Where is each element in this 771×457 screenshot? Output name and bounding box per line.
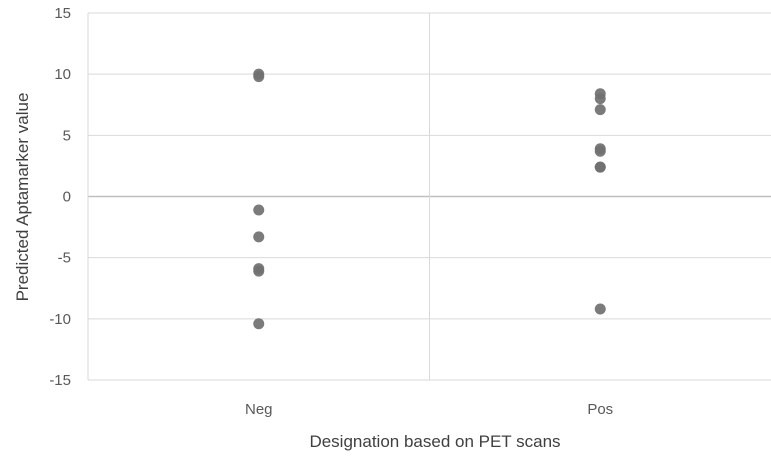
data-points xyxy=(253,68,606,330)
y-tick-label: 5 xyxy=(63,127,71,144)
data-point-pos xyxy=(594,161,606,173)
y-tick-label: -5 xyxy=(58,250,71,267)
data-point-neg xyxy=(253,231,265,243)
data-point-neg xyxy=(253,265,265,277)
y-tick-label: 0 xyxy=(63,189,71,206)
y-tick-label: -15 xyxy=(49,372,71,389)
x-tick-label: Pos xyxy=(587,401,613,418)
data-point-neg xyxy=(253,318,265,330)
data-point-neg xyxy=(253,71,265,83)
y-tick-label: -10 xyxy=(49,311,71,328)
data-point-pos xyxy=(594,104,606,116)
y-tick-label: 10 xyxy=(54,66,71,83)
grid-layer xyxy=(87,12,771,381)
data-point-pos xyxy=(594,145,606,157)
x-tick-label: Neg xyxy=(245,401,273,418)
data-point-neg xyxy=(253,204,265,216)
x-axis-title: Designation based on PET scans xyxy=(309,432,560,451)
x-tick-labels: Neg Pos xyxy=(245,401,613,418)
y-axis-title: Predicted Aptamarker value xyxy=(13,93,32,302)
y-tick-label: 15 xyxy=(54,5,71,22)
y-tick-labels: 15 10 5 0 -5 -10 -15 xyxy=(49,5,71,389)
data-point-pos xyxy=(594,93,606,105)
data-point-pos xyxy=(594,303,606,315)
